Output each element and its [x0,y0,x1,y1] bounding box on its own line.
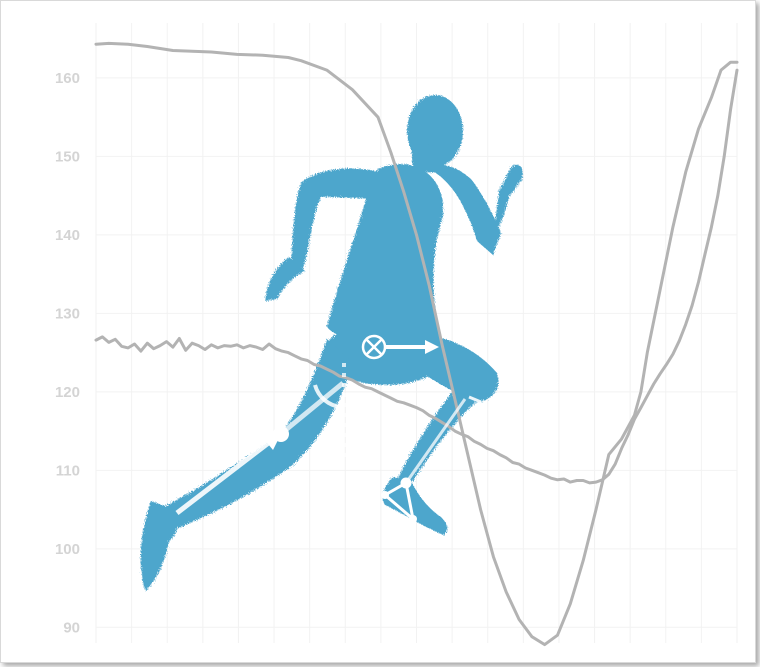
runner-front-hand [485,164,523,247]
velocity-arrow-head [425,340,439,354]
biomechanics-overlay [175,334,482,523]
y-axis: 90 100 110 120 130 140 150 160 [55,70,80,636]
y-tick-label: 110 [56,462,80,479]
runner-torso [327,164,444,342]
data-lines [94,41,739,647]
y-tick-label: 140 [55,227,80,244]
runner-back-leg [156,339,353,531]
ankle-joint-marker [400,477,412,489]
runner-front-leg [395,335,499,485]
thigh-segment [280,381,345,435]
heel-marker [381,491,389,499]
force-arrow-shaft [175,439,273,515]
runner-silhouette [140,95,523,591]
runner-front-arm [429,165,501,255]
runner-back-foot [140,501,178,591]
force-arrow-head [263,434,281,450]
front-shank-segment [404,398,467,484]
front-knee-marker [468,395,482,404]
runner-rear-hand [265,257,305,301]
y-tick-label: 100 [55,541,80,558]
runner-front-foot [382,477,448,535]
runner-rear-arm [291,168,385,269]
y-tick-label: 120 [55,384,80,401]
foot-triangle [384,480,416,523]
y-tick-label: 130 [55,305,80,322]
toe-marker [409,515,417,523]
series-line-2 [94,68,739,485]
y-tick-label: 90 [63,619,80,636]
y-tick-label: 150 [55,148,80,165]
series-line-1 [94,41,739,647]
y-tick-label: 160 [55,70,80,87]
